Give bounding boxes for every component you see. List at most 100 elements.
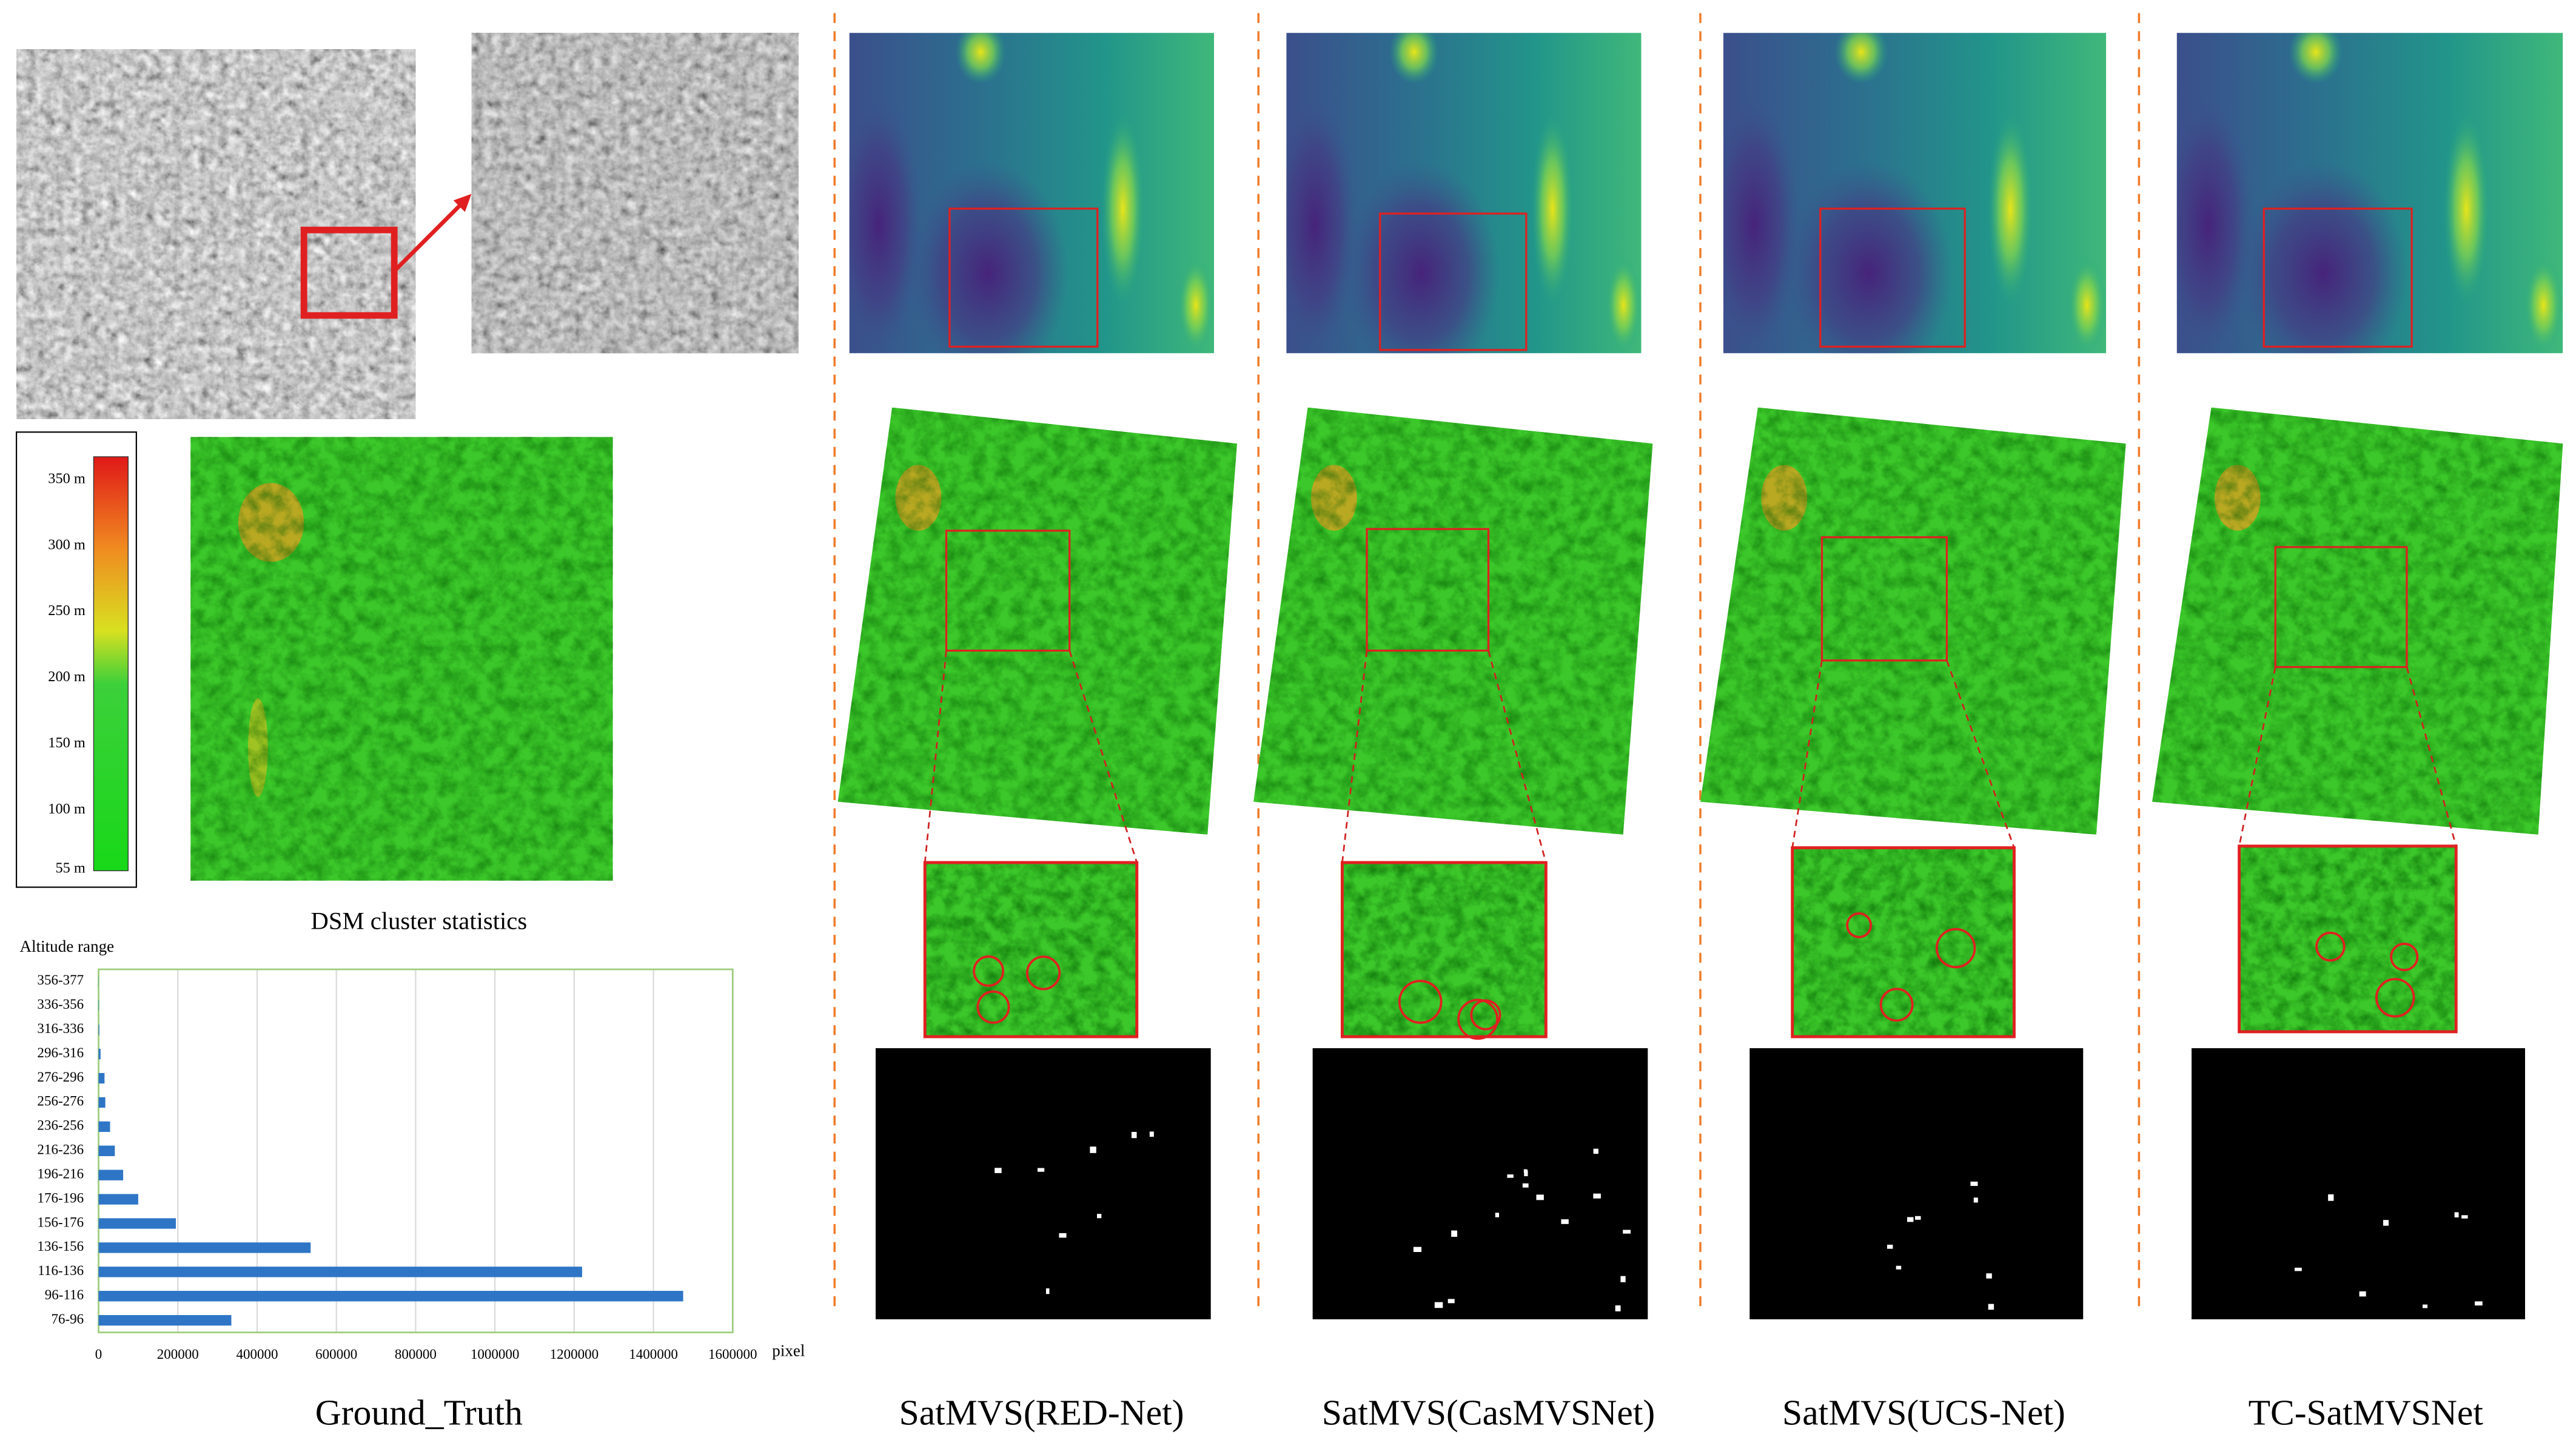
error-speck <box>1615 1305 1621 1311</box>
heatmap-low <box>1343 161 1500 354</box>
highlight-box <box>2274 546 2408 668</box>
error-circle <box>1879 988 1914 1022</box>
y-tick-label: 96-116 <box>45 1287 84 1302</box>
error-speck <box>1524 1170 1528 1176</box>
highlight-box <box>2238 844 2458 1034</box>
bar <box>98 1242 311 1253</box>
x-tick-label: 0 <box>95 1346 102 1362</box>
zoom-link <box>1791 660 1823 848</box>
heatmap-high <box>1834 33 1888 84</box>
zoom-image-texture <box>471 33 799 354</box>
error-speck <box>1059 1233 1067 1238</box>
error-circle <box>1846 912 1873 938</box>
error-speck <box>1495 1213 1500 1217</box>
highlight-box <box>2262 207 2413 348</box>
bar <box>98 1048 101 1060</box>
bar <box>98 1145 115 1156</box>
error-circle <box>1457 998 1498 1040</box>
heatmap-high <box>2068 257 2107 354</box>
error-speck <box>1620 1276 1626 1282</box>
error-circle <box>1026 955 1061 991</box>
heatmap-low <box>1723 96 1800 354</box>
heatmap-low <box>1784 161 1953 354</box>
zoom-dsm <box>1792 847 2014 1037</box>
heatmap-high <box>1177 257 1215 354</box>
x-tick-label: 400000 <box>236 1346 278 1362</box>
x-tick-label: 600000 <box>315 1346 357 1362</box>
zoom-shade <box>2239 846 2457 1032</box>
error-speck <box>1522 1183 1529 1188</box>
heatmap-high <box>1531 113 1574 306</box>
y-tick-label: 296-316 <box>37 1045 84 1060</box>
error-speck <box>1593 1148 1598 1154</box>
heatmap-high <box>2443 113 2490 306</box>
highlight-box <box>945 530 1071 652</box>
colorbar-label: 350 m <box>48 470 86 486</box>
dsm-shade <box>2152 407 2563 835</box>
y-tick-label: 136-156 <box>37 1238 84 1254</box>
zoom-link <box>2238 667 2276 847</box>
error-speck <box>1131 1132 1137 1139</box>
highlight-box <box>948 207 1099 348</box>
x-tick-label: 200000 <box>157 1346 199 1362</box>
satellite-image <box>16 49 416 419</box>
error-speck <box>995 1168 1002 1173</box>
bar <box>98 1097 106 1108</box>
error-speck <box>1451 1230 1458 1237</box>
error-speck <box>2423 1304 2428 1308</box>
error-mask <box>875 1048 1211 1319</box>
bar <box>98 1267 582 1277</box>
y-tick-label: 216-236 <box>37 1142 84 1157</box>
bar <box>98 1194 138 1205</box>
x-tick-label: 1600000 <box>708 1346 757 1362</box>
heatmap <box>1286 33 1642 354</box>
error-mask <box>2192 1048 2526 1319</box>
heatmap-low <box>1286 96 1358 354</box>
heatmap-high <box>1605 257 1642 354</box>
highlight-box <box>1791 846 2016 1038</box>
bar <box>98 1314 232 1326</box>
error-mask <box>1312 1048 1648 1319</box>
error-speck <box>1413 1247 1422 1252</box>
zoom-link <box>1946 660 2015 849</box>
dsm-shade <box>1253 407 1653 835</box>
colorbar-label: 100 m <box>48 801 86 817</box>
colorbar <box>93 456 129 872</box>
y-tick-label: 356-377 <box>37 972 84 988</box>
error-speck <box>1988 1304 1994 1310</box>
y-tick-label: 176-196 <box>37 1190 84 1205</box>
zoom-dsm <box>925 862 1137 1037</box>
bar <box>98 1072 105 1084</box>
y-tick-label: 256-276 <box>37 1093 84 1109</box>
y-tick-label: 316-336 <box>37 1020 84 1036</box>
y-tick-label: 196-216 <box>37 1165 84 1181</box>
arrow-head <box>453 194 472 212</box>
dsm-shade <box>837 407 1238 835</box>
bar <box>98 1121 110 1133</box>
highlight-box <box>1820 536 1948 662</box>
colorbar-label: 55 m <box>55 860 85 876</box>
error-speck <box>1447 1299 1455 1304</box>
colorbar-label: 250 m <box>48 602 86 619</box>
x-axis-label: pixel <box>772 1341 805 1359</box>
x-tick-label: 1000000 <box>471 1346 520 1362</box>
arrow <box>392 199 467 273</box>
zoom-shade <box>1792 847 2014 1037</box>
zoom-shade <box>925 862 1137 1037</box>
error-mask <box>1749 1048 2084 1319</box>
highlight-box <box>923 861 1139 1038</box>
error-speck <box>1434 1302 1443 1308</box>
heatmap-high <box>1389 33 1439 84</box>
error-speck <box>2328 1194 2334 1201</box>
zoom-shade <box>1342 862 1546 1037</box>
y-tick-label: 76-96 <box>51 1311 84 1327</box>
dsm-3d <box>1700 407 2126 835</box>
error-speck <box>1096 1214 1102 1219</box>
error-speck <box>1090 1146 1096 1153</box>
highlight-box <box>1379 212 1528 351</box>
error-speck <box>2295 1267 2302 1271</box>
dsm-3d <box>2152 407 2563 835</box>
error-speck <box>2383 1220 2389 1226</box>
error-speck <box>1037 1168 1045 1172</box>
heatmap <box>2176 33 2563 354</box>
